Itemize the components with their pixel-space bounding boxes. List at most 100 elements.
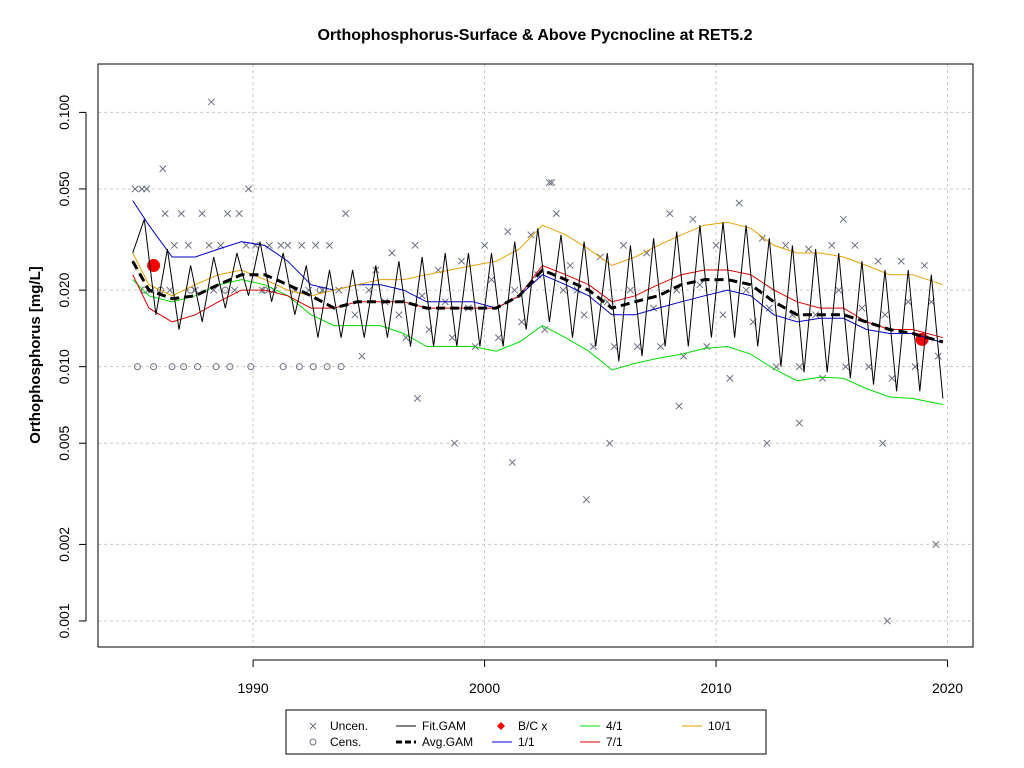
point-x-marker: [765, 304, 773, 312]
point-x-marker: [828, 241, 836, 249]
series-line: [132, 219, 944, 399]
legend-label: Avg.GAM: [422, 735, 473, 749]
series-7-1: [132, 264, 944, 339]
point-x-marker: [689, 215, 697, 223]
point-circle-marker: [309, 363, 317, 371]
point-circle-marker: [247, 363, 255, 371]
legend-label: Cens.: [330, 735, 361, 749]
series-line: [132, 221, 944, 297]
point-x-marker: [170, 241, 178, 249]
point-x-marker: [835, 286, 843, 294]
point-circle-marker: [279, 363, 287, 371]
point-x-marker: [812, 311, 820, 319]
point-x-marker: [897, 257, 905, 265]
point-x-marker: [934, 352, 942, 360]
point-x-marker: [735, 199, 743, 207]
point-x-marker: [131, 185, 139, 193]
legend-item-b-c-x: B/C x: [497, 719, 547, 733]
y-tick-label-4: 0.020: [56, 272, 72, 307]
plot-frame: [97, 63, 974, 648]
point-x-marker: [839, 215, 847, 223]
legend-symbol-diamond: [497, 722, 505, 730]
y-tick-label-5: 0.050: [56, 171, 72, 206]
point-x-marker: [358, 352, 366, 360]
point-x-marker: [559, 286, 567, 294]
y-tick-label-0: 0.001: [56, 603, 72, 638]
point-x-marker: [184, 241, 192, 249]
series-10-1: [132, 221, 944, 297]
series-line: [132, 279, 943, 405]
legend-item-10-1: 10/1: [682, 719, 732, 733]
point-x-marker: [244, 185, 253, 193]
point-x-marker: [312, 241, 320, 249]
legend-label: B/C x: [518, 719, 547, 733]
point-x-marker: [763, 439, 771, 447]
legend-label: Fit.GAM: [422, 719, 466, 733]
plot-data: [131, 98, 944, 625]
point-x-marker: [372, 266, 380, 274]
point-x-marker: [932, 540, 940, 548]
point-circle-marker: [168, 363, 176, 371]
series-line: [131, 260, 944, 344]
point-x-marker: [205, 241, 213, 249]
point-x-marker: [277, 241, 285, 249]
legend-label: 10/1: [708, 719, 732, 733]
x-tick-label-1: 2000: [469, 680, 500, 696]
point-x-marker: [656, 342, 665, 351]
point-x-marker: [626, 286, 634, 294]
point-x-marker: [888, 374, 896, 382]
point-x-marker: [448, 334, 456, 342]
point-circle-marker: [226, 363, 234, 371]
legend-label: Uncen.: [330, 719, 368, 733]
series-4-1: [132, 279, 943, 405]
point-x-marker: [842, 363, 850, 371]
point-x-marker: [881, 311, 889, 319]
point-x-marker: [235, 210, 243, 218]
point-x-marker: [666, 210, 674, 218]
point-x-marker: [712, 241, 720, 249]
point-x-marker: [365, 286, 373, 294]
point-x-marker: [143, 185, 151, 193]
legend-label: 1/1: [518, 735, 535, 749]
x-tick-label-0: 1990: [238, 680, 269, 696]
point-x-marker: [633, 342, 641, 351]
point-circle-marker: [212, 363, 220, 371]
point-x-marker: [166, 286, 174, 294]
point-x-marker: [527, 231, 535, 239]
legend-label: 7/1: [606, 735, 623, 749]
point-circle-marker: [133, 363, 141, 371]
point-x-marker: [805, 245, 813, 253]
point-x-marker: [494, 334, 503, 342]
legend-label: 4/1: [606, 719, 623, 733]
point-x-marker: [920, 261, 928, 270]
series-avg-gam: [131, 260, 944, 344]
point-x-marker: [207, 98, 215, 106]
y-tick-label-3: 0.010: [56, 349, 72, 384]
y-tick-label-6: 0.100: [56, 95, 72, 130]
point-x-marker: [675, 402, 683, 410]
point-x-marker: [795, 363, 803, 371]
legend-item-fit-gam: Fit.GAM: [396, 719, 466, 733]
point-x-marker: [504, 227, 512, 236]
point-x-marker: [795, 419, 803, 427]
axes: 1990 2000 2010 2020 0.001 0.002 0.005 0.010 0.02…: [56, 95, 963, 696]
point-x-marker: [159, 165, 167, 173]
x-tick-label-3: 2020: [932, 680, 963, 696]
point-x-marker: [874, 257, 882, 265]
point-x-marker: [508, 458, 516, 467]
point-x-marker: [606, 439, 614, 447]
point-x-marker: [177, 210, 185, 218]
point-x-marker: [457, 257, 465, 265]
series-cens-: [133, 286, 345, 371]
legend-item-4-1: 4/1: [580, 719, 623, 733]
legend-item-avg-gam: Avg.GAM: [396, 735, 473, 749]
legend-item-7-1: 7/1: [580, 735, 623, 749]
point-x-marker: [726, 374, 734, 382]
point-x-marker: [450, 439, 459, 447]
point-x-marker: [395, 311, 403, 319]
point-x-marker: [904, 298, 912, 306]
point-x-marker: [552, 210, 560, 218]
point-x-marker: [858, 304, 866, 312]
point-x-marker: [865, 363, 873, 371]
point-x-marker: [481, 241, 489, 249]
